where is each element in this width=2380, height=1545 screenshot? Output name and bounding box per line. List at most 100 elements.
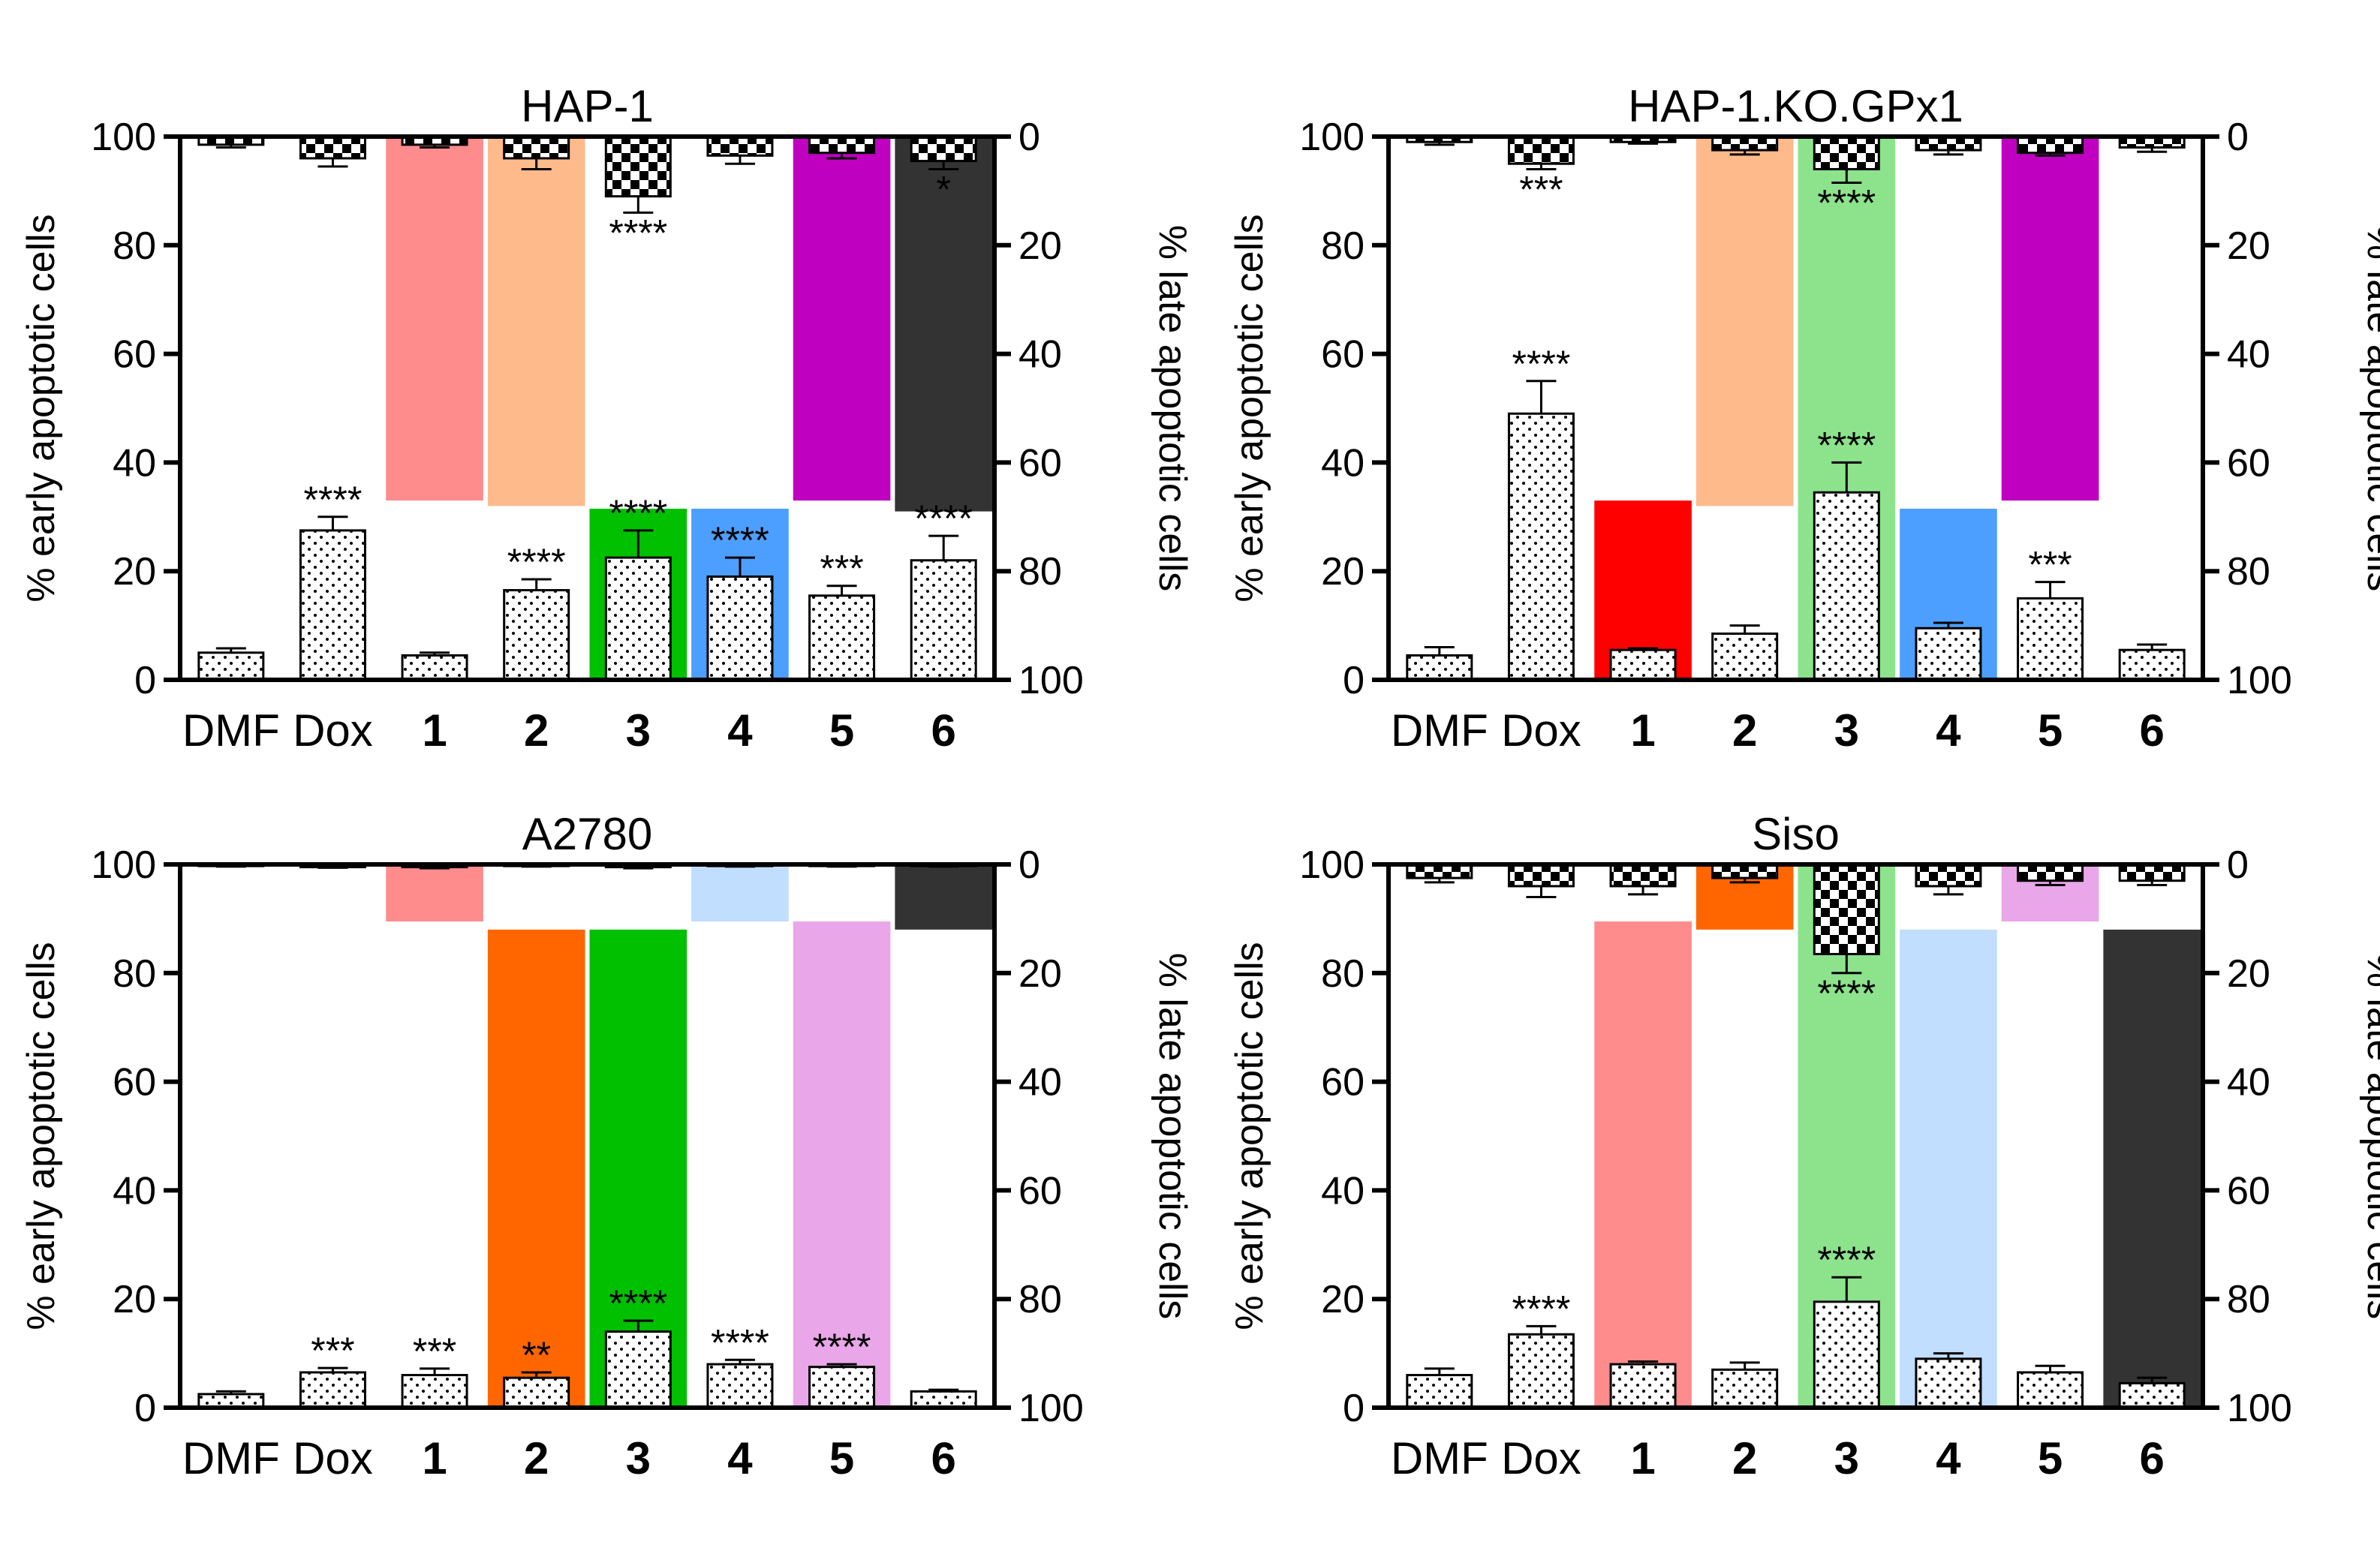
late-bar bbox=[503, 135, 570, 160]
left-tick-label: 0 bbox=[1343, 1387, 1365, 1430]
x-category-label: 3 bbox=[626, 1433, 651, 1483]
early-bar bbox=[2118, 648, 2186, 681]
early-bar bbox=[1711, 1368, 1779, 1409]
early-significance-label: **** bbox=[813, 1326, 871, 1368]
right-tick-label: 60 bbox=[1018, 1169, 1062, 1213]
late-bar bbox=[299, 135, 366, 160]
early-bar bbox=[1406, 1374, 1473, 1409]
early-bar bbox=[1609, 648, 1677, 681]
late-bar bbox=[706, 135, 774, 157]
left-tick-label: 0 bbox=[1343, 659, 1365, 702]
late-bar bbox=[1813, 135, 1880, 170]
left-tick-label: 20 bbox=[1321, 1278, 1365, 1321]
early-bar bbox=[401, 654, 468, 681]
x-category-label: 6 bbox=[2140, 1433, 2165, 1483]
x-category-label: 6 bbox=[2140, 705, 2165, 756]
left-tick-label: 100 bbox=[1299, 843, 1365, 887]
chart-title: A2780 bbox=[522, 809, 653, 859]
early-significance-label: ** bbox=[522, 1334, 551, 1376]
early-bar bbox=[1813, 491, 1880, 681]
early-significance-label: **** bbox=[1512, 1288, 1571, 1330]
late-bar bbox=[1507, 863, 1575, 888]
late-bar bbox=[910, 135, 977, 163]
late-significance-label: * bbox=[936, 168, 950, 210]
left-tick-label: 60 bbox=[113, 333, 156, 377]
early-bar bbox=[910, 559, 977, 681]
left-y-axis-label: % early apoptotic cells bbox=[20, 942, 63, 1330]
highlight-band-compound-5 bbox=[793, 137, 891, 501]
early-significance-label: **** bbox=[1817, 424, 1876, 466]
right-tick-label: 60 bbox=[2227, 441, 2270, 485]
highlight-band-compound-1 bbox=[386, 864, 483, 922]
early-significance-label: **** bbox=[1817, 1239, 1876, 1281]
early-significance-label: **** bbox=[711, 1321, 769, 1363]
left-tick-label: 20 bbox=[113, 1278, 156, 1321]
late-significance-label: *** bbox=[1519, 168, 1563, 210]
x-category-label: 5 bbox=[2038, 705, 2063, 756]
early-bar bbox=[299, 529, 366, 681]
x-category-label: 1 bbox=[422, 1433, 447, 1483]
left-y-axis-label: % early apoptotic cells bbox=[1228, 942, 1271, 1330]
left-y-axis-label: % early apoptotic cells bbox=[1228, 214, 1271, 602]
left-tick-label: 40 bbox=[113, 1169, 156, 1213]
right-tick-label: 100 bbox=[1018, 659, 1084, 702]
early-bar bbox=[503, 1376, 570, 1409]
right-y-axis-label: % late apoptotic cells bbox=[2359, 953, 2380, 1320]
late-bar bbox=[2017, 135, 2084, 155]
early-bar bbox=[197, 651, 265, 681]
x-category-label: 3 bbox=[1834, 705, 1859, 756]
x-category-label: 2 bbox=[524, 705, 549, 756]
x-category-label: 5 bbox=[829, 1433, 854, 1483]
early-bar bbox=[1609, 1363, 1677, 1409]
right-tick-label: 60 bbox=[1018, 441, 1062, 485]
highlight-band-compound-1 bbox=[1594, 921, 1692, 1408]
left-tick-label: 100 bbox=[91, 116, 156, 159]
x-category-label: DMF bbox=[182, 705, 280, 756]
right-tick-label: 80 bbox=[1018, 550, 1062, 594]
right-tick-label: 100 bbox=[2227, 659, 2292, 702]
x-category-label: 4 bbox=[1936, 1433, 1961, 1483]
left-y-axis-label: % early apoptotic cells bbox=[20, 214, 63, 602]
left-tick-label: 20 bbox=[113, 550, 156, 594]
chart-title: HAP-1.KO.GPx1 bbox=[1628, 81, 1963, 131]
right-y-axis-label: % late apoptotic cells bbox=[1151, 225, 1194, 592]
right-tick-label: 0 bbox=[1018, 843, 1040, 887]
left-tick-label: 60 bbox=[1321, 1061, 1365, 1105]
x-category-label: 6 bbox=[931, 705, 956, 756]
early-bar bbox=[910, 1390, 977, 1409]
left-tick-label: 80 bbox=[1321, 224, 1365, 268]
early-bar bbox=[2017, 1371, 2084, 1409]
early-bar bbox=[1915, 627, 1982, 681]
right-tick-label: 20 bbox=[2227, 952, 2270, 996]
x-category-label: DMF bbox=[182, 1433, 280, 1483]
highlight-band-compound-5 bbox=[2001, 137, 2099, 501]
highlight-band-compound-2 bbox=[487, 929, 585, 1408]
left-tick-label: 100 bbox=[91, 843, 156, 887]
right-tick-label: 20 bbox=[2227, 224, 2270, 268]
late-significance-label: **** bbox=[609, 212, 667, 254]
x-category-label: 2 bbox=[1732, 1433, 1757, 1483]
early-significance-label: *** bbox=[311, 1330, 354, 1372]
early-bar bbox=[2017, 597, 2084, 681]
right-tick-label: 20 bbox=[1018, 224, 1062, 268]
x-category-label: 4 bbox=[727, 1433, 753, 1483]
early-bar bbox=[401, 1374, 468, 1409]
early-bar bbox=[604, 1330, 672, 1409]
late-bar bbox=[1609, 863, 1677, 888]
left-tick-label: 100 bbox=[1299, 116, 1365, 159]
left-tick-label: 40 bbox=[113, 441, 156, 485]
right-tick-label: 40 bbox=[1018, 333, 1062, 377]
right-tick-label: 40 bbox=[2227, 1061, 2270, 1105]
early-significance-label: *** bbox=[413, 1330, 456, 1372]
early-significance-label: *** bbox=[820, 548, 863, 590]
early-significance-label: **** bbox=[914, 497, 973, 540]
x-category-label: DMF bbox=[1391, 705, 1488, 756]
left-tick-label: 80 bbox=[113, 952, 156, 996]
late-bar bbox=[604, 135, 672, 198]
x-category-label: 2 bbox=[524, 1433, 549, 1483]
right-tick-label: 80 bbox=[2227, 1278, 2270, 1321]
left-tick-label: 40 bbox=[1321, 441, 1365, 485]
